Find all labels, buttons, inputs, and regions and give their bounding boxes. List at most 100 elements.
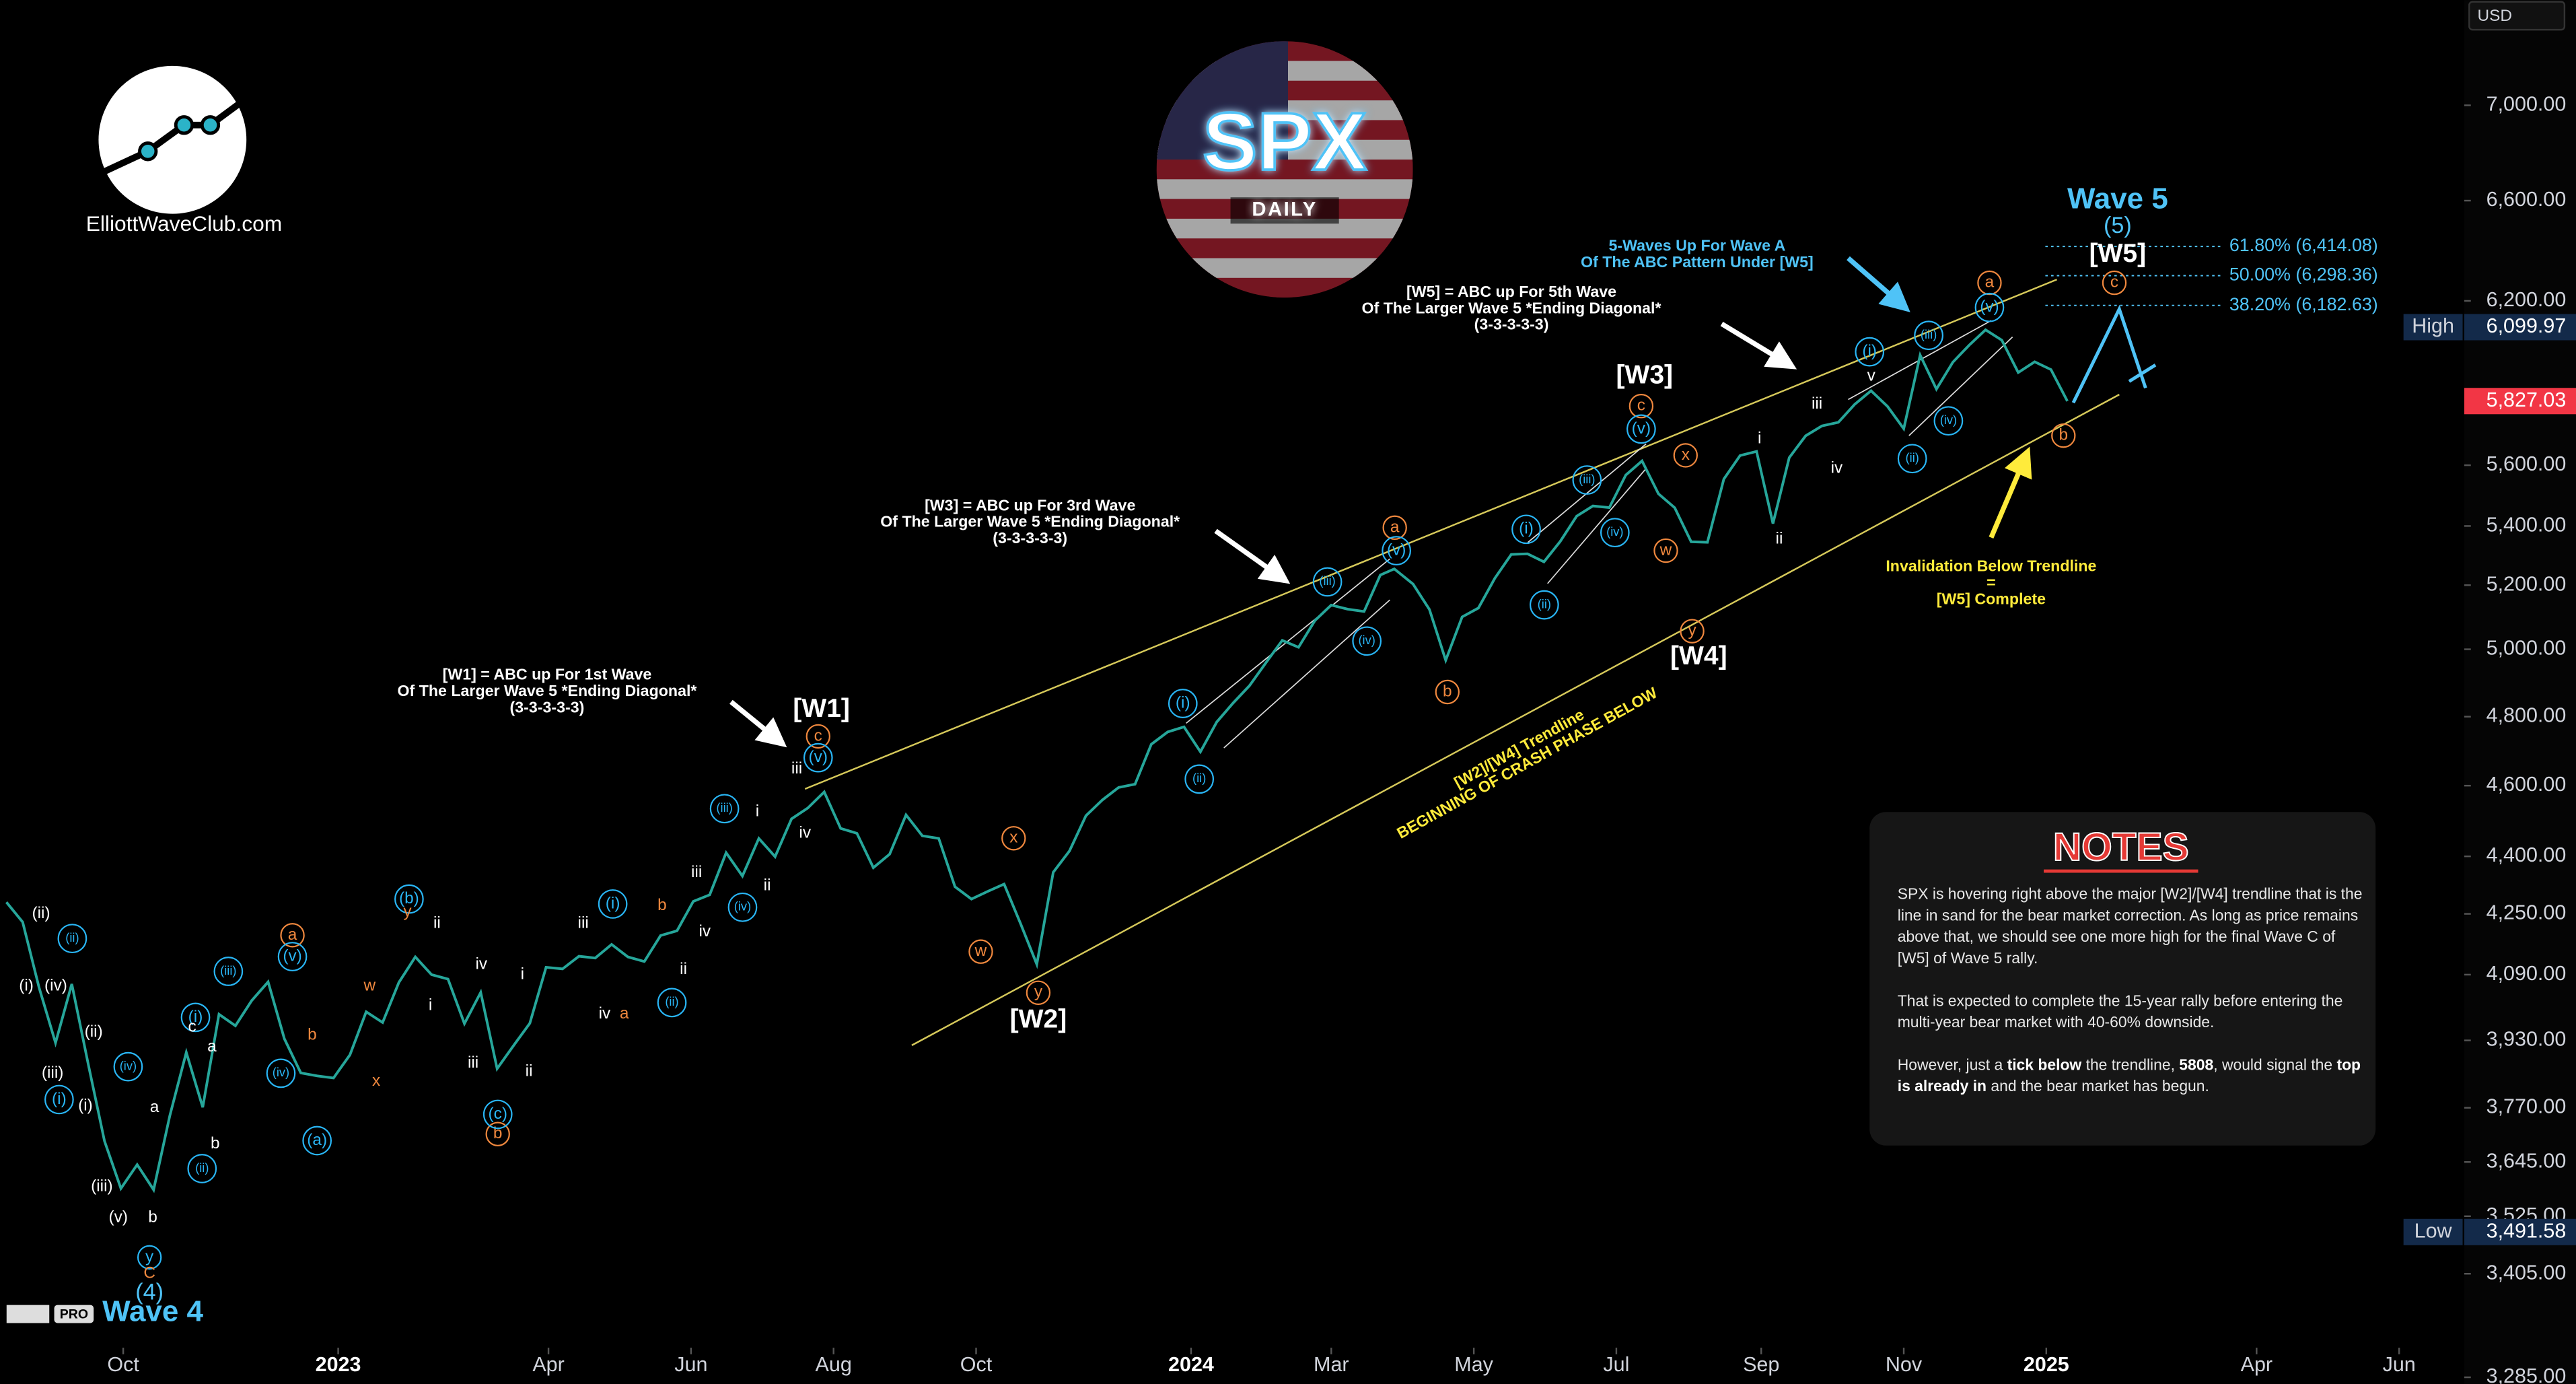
wave-label: (ii) <box>1192 771 1206 785</box>
notes-text: SPX is hovering right above the major [W… <box>1897 884 2363 967</box>
wave-ring <box>187 1154 217 1183</box>
wave-ring <box>1312 567 1343 597</box>
notes-text: and the bear market has begun. <box>1987 1076 2209 1095</box>
wave-label: (ii) <box>65 930 79 944</box>
wave-label: (ii) <box>665 994 678 1008</box>
price-marker-label: Low <box>2414 1219 2453 1242</box>
wave-label: (i) <box>1862 342 1877 360</box>
wave-label: y <box>145 1247 154 1266</box>
wave-label: (v) <box>109 1208 128 1226</box>
y-tick-label: 6,200.00 <box>2486 288 2567 311</box>
wave-ring <box>1600 518 1630 548</box>
y-tick-label: 3,930.00 <box>2486 1028 2567 1051</box>
wave-label: iv <box>599 1004 611 1023</box>
x-tick-label: 2025 <box>2024 1353 2069 1376</box>
x-tick-label: Jun <box>2383 1353 2416 1376</box>
wave-ring <box>485 1121 510 1146</box>
wave-label: a <box>620 1004 629 1023</box>
wave-label: (ii) <box>32 904 50 922</box>
wave-label: w <box>1659 541 1672 559</box>
wave-ring <box>1382 536 1411 565</box>
y-tick-label: 5,200.00 <box>2486 572 2567 595</box>
y-tick-label: 3,645.00 <box>2486 1149 2567 1172</box>
wave-ring <box>1572 465 1602 495</box>
wave-ring <box>968 939 993 964</box>
fib-label: 61.80% (6,414.08) <box>2229 235 2378 255</box>
wave-ring <box>1001 826 1026 851</box>
wave-ring <box>266 1058 296 1088</box>
notes-text: 5808 <box>2179 1055 2214 1074</box>
price-marker-tag <box>2403 1218 2463 1245</box>
wave-label: (i) <box>1176 694 1190 712</box>
y-tick-label: 4,400.00 <box>2486 843 2567 866</box>
wave-label: (v) <box>1387 541 1406 559</box>
wave-label: (4) <box>135 1280 164 1305</box>
annotation-line: [W5] Complete <box>1937 590 2046 607</box>
wave-ring <box>137 1245 162 1270</box>
y-tick-label: 6,600.00 <box>2486 188 2567 211</box>
wave-label: b <box>308 1026 317 1044</box>
x-tick-label: May <box>1454 1353 1493 1376</box>
wave-label: w <box>974 942 987 960</box>
wave-label: (c) <box>488 1105 507 1123</box>
annotation-line: Of The Larger Wave 5 *Ending Diagonal* <box>1362 299 1661 316</box>
x-tick-label: Apr <box>532 1353 564 1376</box>
wave-label: [W1] <box>793 694 850 723</box>
wave-ring <box>1897 444 1927 474</box>
notes-paragraph: SPX is hovering right above the major [W… <box>1898 883 2366 968</box>
wave-label: (v) <box>283 947 301 965</box>
wave-label: Wave 4 <box>102 1294 203 1327</box>
wave-label: c <box>814 726 822 745</box>
lower-trendline <box>911 394 2120 1046</box>
x-tick-label: 2023 <box>316 1353 361 1376</box>
wave-label: x <box>372 1072 380 1090</box>
wave-ring <box>213 957 244 986</box>
wave-ring <box>1382 515 1407 541</box>
wave-label: (iv) <box>120 1058 137 1072</box>
wave-label: (iv) <box>44 976 67 994</box>
wave-label: (iii) <box>1579 472 1595 486</box>
wave-ring <box>1168 689 1198 718</box>
wave-ring <box>1352 626 1382 656</box>
notes-text: top is already in <box>1897 1055 2361 1095</box>
y-tick-label: 3,770.00 <box>2486 1095 2567 1118</box>
wave-label: i <box>429 996 432 1014</box>
wave-ring <box>482 1099 513 1130</box>
wave-ring <box>2051 423 2076 448</box>
x-tick-label: Jun <box>674 1353 707 1376</box>
wave-label: b <box>1443 682 1452 700</box>
wave-label: (ii) <box>1906 450 1919 464</box>
y-tick-label: 7,000.00 <box>2486 93 2567 116</box>
arrows <box>729 256 2032 748</box>
wave-ring <box>1511 514 1541 545</box>
wave-ring <box>1626 414 1656 444</box>
wave-ring <box>1435 679 1460 705</box>
wave-ring <box>394 884 424 914</box>
wave-ring <box>657 988 687 1018</box>
wave-label: iii <box>791 759 802 777</box>
annotation-line: (3-3-3-3-3) <box>510 699 585 716</box>
wave-ring <box>1184 764 1215 794</box>
fib-label: 50.00% (6,298.36) <box>2229 265 2378 285</box>
x-tick-label: Aug <box>816 1353 852 1376</box>
wave-ring <box>113 1051 143 1082</box>
wave-label: iv <box>475 955 487 973</box>
annotation: 5-Waves Up For Wave AOf The ABC Pattern … <box>1581 237 1814 271</box>
wave-ring <box>1977 270 2002 296</box>
platform-logo: PRO <box>6 1305 94 1323</box>
wave-label: (iv) <box>1940 413 1957 427</box>
wave-ring <box>280 923 305 948</box>
y-tick-label: 3,285.00 <box>2486 1364 2567 1384</box>
wave-label: b <box>657 896 667 914</box>
wave-label: (iv) <box>1606 524 1623 539</box>
wave-label: i <box>756 802 759 821</box>
x-tick-label: Sep <box>1743 1353 1779 1376</box>
notes-text: tick below <box>2007 1055 2082 1074</box>
platform-badge: PRO <box>60 1307 88 1321</box>
notes-paragraph: However, just a tick below the trendline… <box>1898 1053 2366 1096</box>
wave-label: C <box>143 1264 155 1282</box>
wave-label: iv <box>1831 458 1843 477</box>
annotation-line: (3-3-3-3-3) <box>993 529 1067 547</box>
wave-label: [W3] <box>1616 361 1673 390</box>
